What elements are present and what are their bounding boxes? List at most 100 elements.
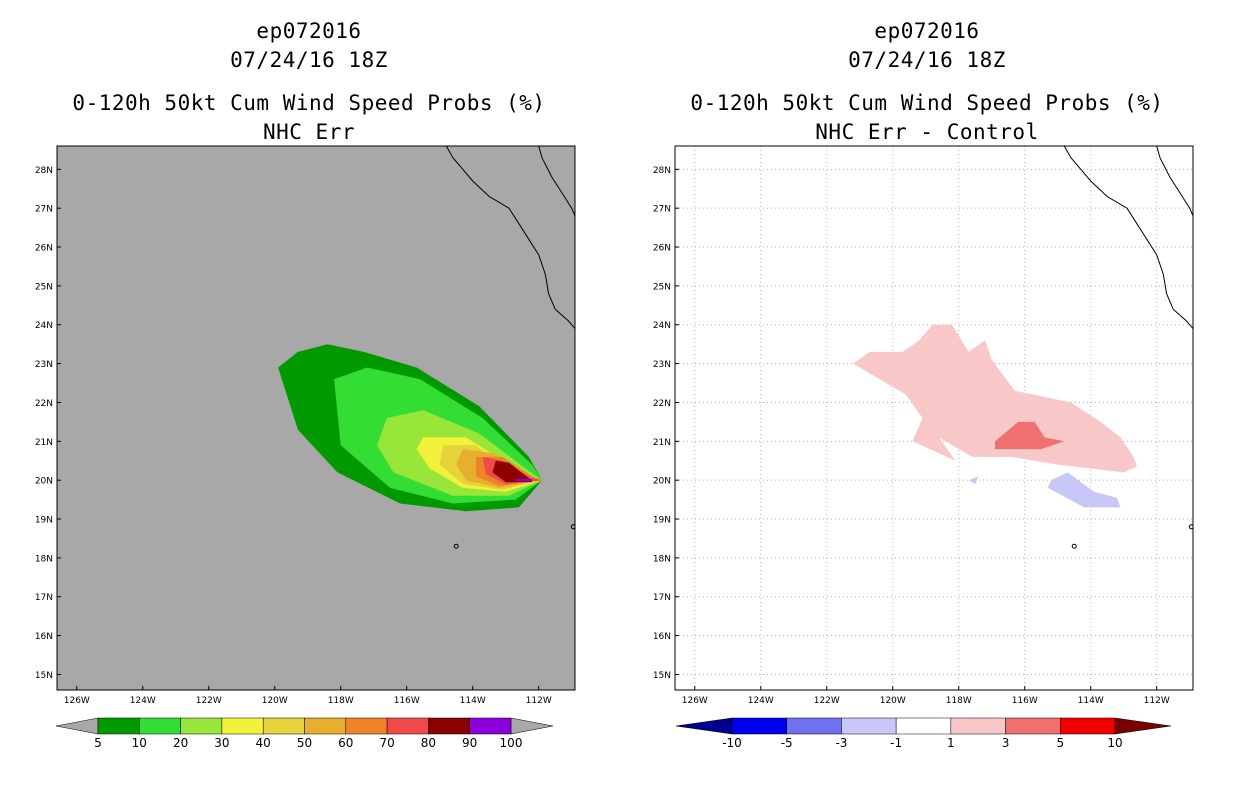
y-tick-label: 28N [653,166,671,176]
y-tick-label: 17N [35,593,53,603]
colorbar-swatch [895,717,952,735]
y-tick-label: 16N [35,632,53,642]
colorbar-under-arrow [55,717,99,735]
x-tick-label: 114W [1078,696,1104,706]
coastline-path [445,146,575,329]
left-chart: 15N 16N 17N 18N 19N 20N 21N 22N 23N 24N 25N 26N 27N 2… [35,145,576,750]
y-tick-label: 27N [35,205,53,215]
x-tick-label: 118W [328,696,354,706]
island-marker [570,524,575,530]
right-chart-title: 0-120h 50kt Cum Wind Speed Probs (%) [690,91,1164,115]
colorbar-label: -5 [781,736,793,750]
x-tick-label: 116W [394,696,420,706]
colorbar-label: -1 [890,736,902,750]
colorbar-label: -10 [722,736,742,750]
x-tick-label: 114W [460,696,486,706]
contour-level-3 [995,421,1065,450]
y-tick-label: 28N [35,166,53,176]
colorbar-swatch [1005,717,1061,735]
y-tick-label: 25N [35,282,53,292]
plot-frame [56,145,576,691]
contour-level-neg1 [1047,472,1121,508]
contour-level-1 [853,324,1137,473]
island-marker [1071,543,1077,549]
x-tick-label: 124W [130,696,156,706]
colorbar-label: 10 [1107,736,1122,750]
colorbar-label: 10 [132,736,147,750]
right-storm-id: ep072016 [874,19,980,43]
coastline-path [1063,146,1193,329]
island-marker [1188,524,1193,530]
island-marker [453,543,459,549]
colorbar-swatch [304,717,347,735]
coastline-path [538,146,575,217]
y-tick-label: 22N [35,399,53,409]
x-tick-label: 122W [814,696,840,706]
colorbar-swatch [1060,717,1116,735]
y-tick-label: 18N [653,554,671,564]
x-tick-label: 120W [880,696,906,706]
right-panel: ep072016 07/24/16 18Z 0-120h 50kt Cum Wi… [618,0,1236,800]
x-tick-label: 124W [748,696,774,706]
right-datetime: 07/24/16 18Z [848,48,1006,72]
y-tick-label: 24N [35,321,53,331]
contour-layer [278,344,542,512]
colorbar-label: 50 [297,736,312,750]
y-tick-label: 20N [35,477,53,487]
y-tick-label: 23N [35,360,53,370]
colorbar-label: 100 [500,736,523,750]
y-tick-label: 19N [653,516,671,526]
y-tick-label: 20N [653,477,671,487]
colorbar-swatch [97,717,140,735]
left-storm-id: ep072016 [256,19,362,43]
left-panel: ep072016 07/24/16 18Z 0-120h 50kt Cum Wi… [35,19,576,750]
x-tick-label: 118W [946,696,972,706]
colorbar-swatch [221,717,264,735]
colorbar-swatch [841,717,897,735]
colorbar-swatch [139,717,181,735]
colorbar-label: -3 [835,736,847,750]
colorbar-swatch [786,717,842,735]
colorbar-label: 80 [421,736,436,750]
y-tick-label: 15N [35,671,53,681]
contour-level-90 [515,479,533,482]
colorbar: -10 -5 -3 -1 1 3 5 10 [675,717,1172,750]
contour-level-80 [492,460,533,483]
y-tick-label: 16N [653,632,671,642]
colorbar-swatch [469,717,512,735]
colorbar-label: 30 [214,736,229,750]
colorbar-swatch [386,717,429,735]
colorbar-label: 3 [1002,736,1010,750]
colorbar-swatch [428,717,470,735]
y-tick-label: 15N [653,671,671,681]
left-chart-title: 0-120h 50kt Cum Wind Speed Probs (%) [72,91,546,115]
colorbar-over-arrow [1114,717,1172,735]
x-tick-label: 112W [1144,696,1170,706]
x-tick-label: 120W [262,696,288,706]
y-tick-label: 23N [653,360,671,370]
colorbar-swatch [345,717,388,735]
colorbar-under-arrow [675,717,733,735]
x-tick-label: 116W [1012,696,1038,706]
y-tick-label: 17N [653,593,671,603]
colorbar-label: 60 [338,736,353,750]
y-tick-label: 18N [35,554,53,564]
x-tick-label: 122W [196,696,222,706]
y-tick-label: 26N [653,244,671,254]
contour-layer [853,324,1137,508]
x-tick-label: 112W [526,696,552,706]
colorbar-label: 70 [379,736,394,750]
colorbar-label: 5 [94,736,102,750]
colorbar-swatch [180,717,223,735]
colorbar-label: 90 [462,736,477,750]
colorbar-label: 20 [173,736,188,750]
x-tick-label: 126W [64,696,90,706]
y-tick-label: 19N [35,516,53,526]
colorbar-swatch [731,717,787,735]
colorbar-swatch [950,717,1006,735]
colorbar: 5 10 20 30 40 50 60 70 80 90 100 [55,717,554,750]
y-tick-label: 21N [35,438,53,448]
y-tick-label: 26N [35,244,53,254]
y-tick-label: 21N [653,438,671,448]
right-chart: 15N 16N 17N 18N 19N 20N 21N 22N 23N 24N 25N 26N 27N 2… [653,145,1194,750]
